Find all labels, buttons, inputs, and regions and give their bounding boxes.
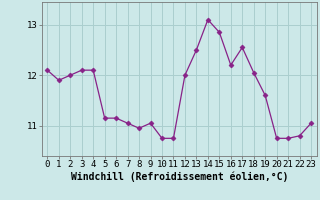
X-axis label: Windchill (Refroidissement éolien,°C): Windchill (Refroidissement éolien,°C) xyxy=(70,172,288,182)
